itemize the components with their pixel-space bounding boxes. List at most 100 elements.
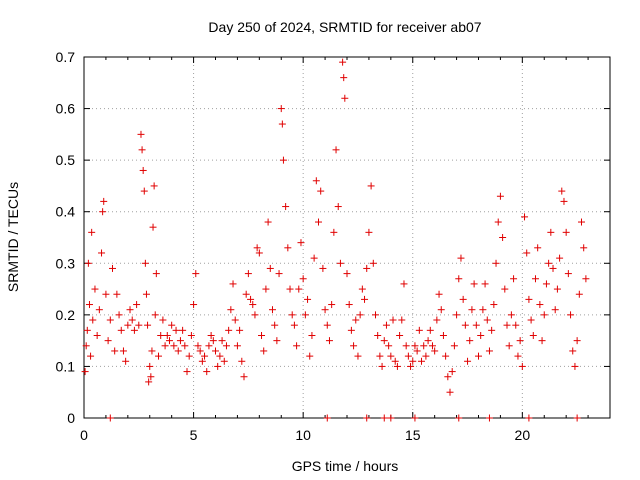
data-point	[393, 362, 401, 370]
data-point	[485, 414, 493, 422]
data-point	[389, 316, 397, 324]
data-point	[439, 331, 447, 339]
data-point	[387, 352, 395, 360]
data-point	[138, 146, 146, 154]
data-point	[371, 311, 379, 319]
data-point	[413, 347, 421, 355]
data-point	[212, 347, 219, 355]
data-point	[510, 275, 518, 283]
axis-ticks: 0 0.1 0.2 0.3 0.4 0.5 0.6 0.7 0 5 10 15 20	[56, 49, 611, 443]
data-point	[483, 316, 491, 324]
data-point	[111, 347, 119, 355]
y-tick-label: 0.3	[56, 255, 76, 271]
data-point	[380, 414, 388, 422]
data-point	[104, 337, 112, 345]
data-point	[148, 347, 156, 355]
data-point	[88, 228, 96, 236]
data-point	[157, 331, 165, 339]
data-point	[361, 295, 369, 303]
data-point	[382, 321, 390, 329]
data-point	[299, 275, 307, 283]
data-point	[578, 218, 586, 226]
data-point	[562, 228, 570, 236]
data-point	[262, 285, 270, 293]
data-point	[271, 321, 279, 329]
data-point	[126, 306, 134, 314]
data-point	[334, 203, 342, 211]
data-point	[214, 362, 222, 370]
data-point	[538, 337, 546, 345]
data-point	[98, 249, 106, 257]
x-tick-label: 10	[295, 427, 311, 443]
data-point	[176, 337, 184, 345]
data-point	[472, 321, 480, 329]
data-point	[130, 326, 138, 334]
data-point	[174, 347, 182, 355]
data-point	[380, 337, 388, 345]
data-point	[288, 311, 296, 319]
data-point	[422, 352, 430, 360]
data-point	[236, 326, 244, 334]
data-point	[582, 275, 590, 283]
data-point	[398, 316, 406, 324]
data-point	[470, 280, 478, 288]
data-point	[433, 316, 441, 324]
data-point	[549, 264, 557, 272]
data-point	[220, 357, 228, 365]
data-point	[290, 321, 298, 329]
data-point	[255, 249, 263, 257]
data-point	[369, 259, 377, 267]
chart-title: Day 250 of 2024, SRMTID for receiver ab0…	[208, 19, 481, 35]
data-point	[163, 331, 171, 339]
data-point	[209, 337, 217, 345]
data-point	[240, 373, 248, 381]
data-point	[205, 342, 213, 350]
data-point	[350, 342, 358, 350]
data-point	[84, 259, 92, 267]
data-point	[146, 362, 154, 370]
data-point	[100, 197, 108, 205]
data-point	[323, 321, 331, 329]
data-point	[258, 331, 266, 339]
data-point	[233, 342, 241, 350]
data-point	[534, 244, 542, 252]
data-point	[190, 301, 198, 309]
data-point	[466, 337, 474, 345]
data-point	[141, 259, 149, 267]
data-point	[179, 326, 187, 334]
data-point	[415, 326, 423, 334]
data-point	[514, 352, 522, 360]
x-tick-label: 0	[80, 427, 88, 443]
data-point	[308, 331, 316, 339]
data-point	[315, 218, 323, 226]
data-point	[435, 290, 443, 298]
data-point	[518, 362, 526, 370]
data-point	[363, 264, 371, 272]
data-point	[553, 285, 561, 293]
data-point	[87, 352, 95, 360]
data-point	[152, 270, 160, 278]
y-tick-label: 0.5	[56, 152, 76, 168]
data-point	[306, 352, 314, 360]
data-point	[196, 347, 204, 355]
data-point	[172, 326, 180, 334]
data-point	[275, 270, 283, 278]
data-point	[542, 280, 550, 288]
data-point	[512, 321, 520, 329]
data-point	[159, 316, 167, 324]
data-point	[464, 357, 472, 365]
data-point	[91, 285, 99, 293]
data-point	[391, 357, 399, 365]
data-point	[227, 306, 235, 314]
data-point	[330, 228, 338, 236]
data-point	[564, 270, 572, 278]
data-point	[523, 249, 531, 257]
data-point	[461, 321, 469, 329]
data-point	[573, 337, 581, 345]
data-point	[238, 357, 246, 365]
data-point	[117, 326, 125, 334]
data-point	[95, 306, 103, 314]
data-point	[339, 58, 347, 66]
data-point	[325, 337, 333, 345]
